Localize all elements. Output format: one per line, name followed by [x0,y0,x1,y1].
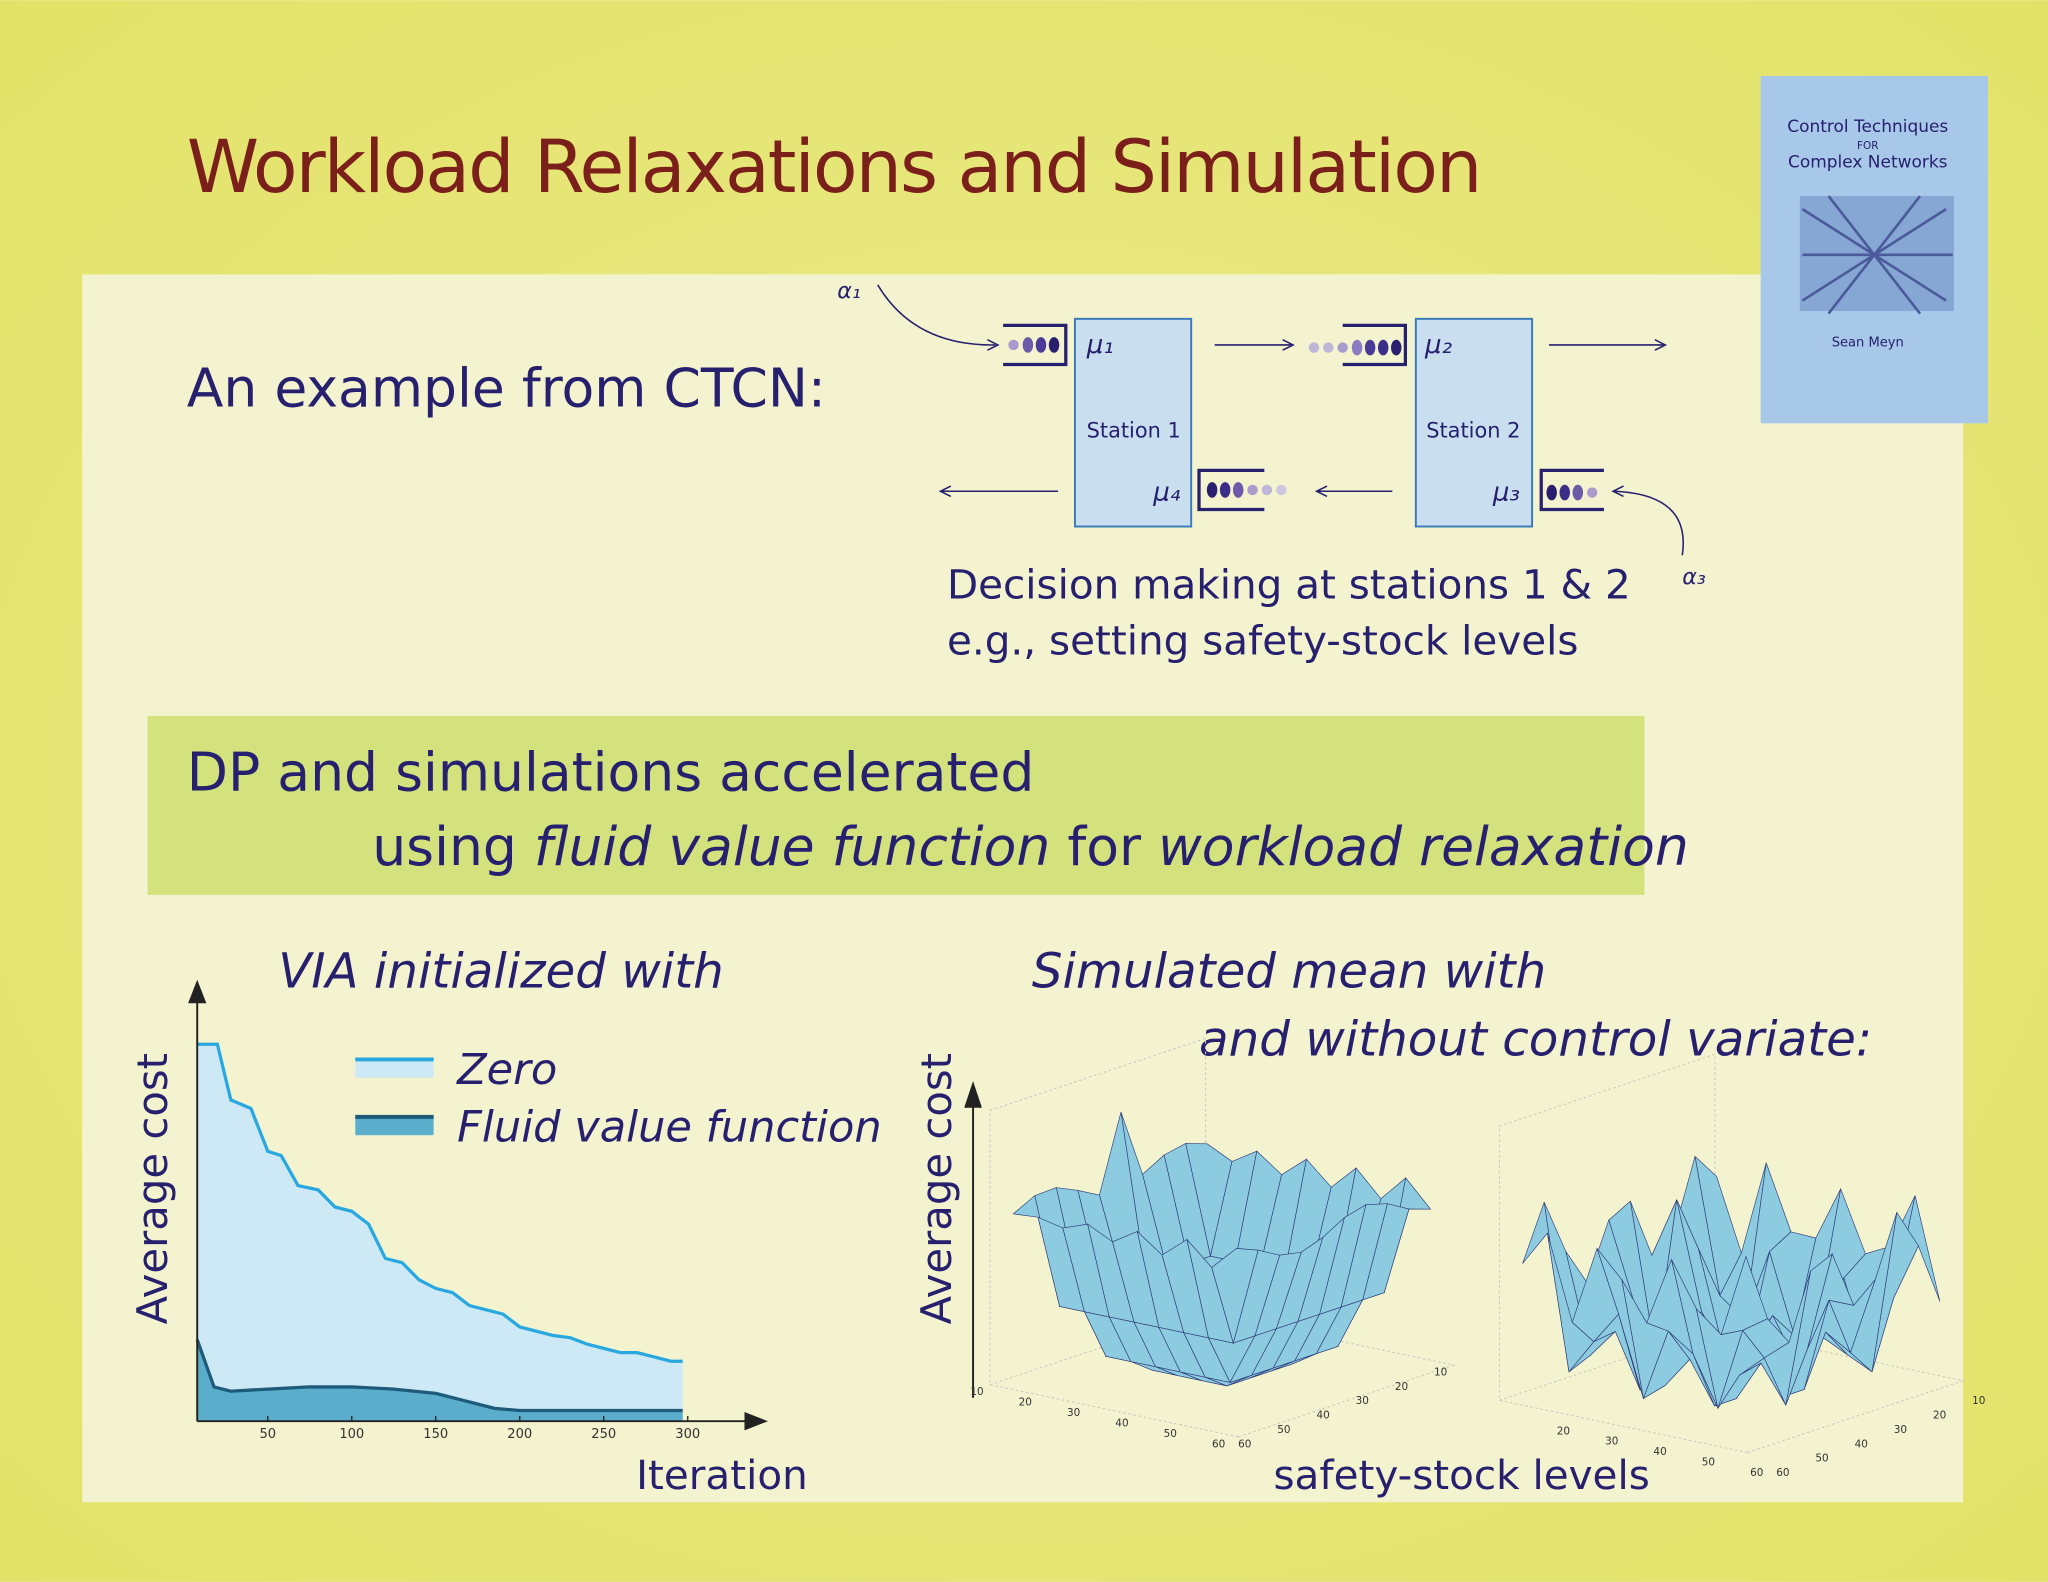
x-tick-label: 300 [675,1427,700,1442]
tick-label: 10 [1434,1366,1447,1378]
tick-label: 50 [1164,1428,1177,1440]
surface-facet [1211,1248,1259,1345]
book-title-for: FOR [1857,140,1878,152]
axis-arrow [964,1081,982,1398]
surface-plots: 10 20 30 40 50 60 60 50 40 30 20 10 20 30 40 50 60 60 50 40… [970,1037,1985,1479]
area-line [195,1339,683,1413]
text-run: for [1050,815,1158,878]
legend-swatch [355,1059,434,1078]
book-author: Sean Meyn [1832,335,1904,350]
rate-label: μ₄ [1152,477,1181,507]
x-tick-label: 100 [339,1427,364,1442]
arrival-label: α₁ [837,278,861,304]
tick-label: 50 [1815,1453,1828,1465]
x-axis-label: safety-stock levels [1273,1451,1649,1499]
tick-label: 40 [1115,1417,1128,1429]
area-fill [197,1044,683,1422]
tick-label: 20 [1395,1381,1408,1393]
tick-label: 30 [1894,1424,1907,1436]
tick-label: 40 [1653,1446,1666,1458]
intro-text: An example from CTCN: [187,356,826,419]
rate-label: μ₂ [1424,330,1453,360]
x-tick-label: 250 [591,1427,616,1442]
area-chart: Zero Fluid value function 50 100 150 200 250 30… [188,979,882,1442]
area-line [197,1042,683,1363]
x-tick-label: 50 [259,1427,276,1442]
tick-label: 20 [1557,1425,1570,1437]
tick-label: 30 [1356,1395,1369,1407]
y-axis-label: Average cost [128,1053,177,1325]
legend-swatch [355,1116,434,1136]
tick-label: 40 [1316,1410,1329,1422]
arrival-label: α₃ [1682,564,1706,590]
queue-jobs [1008,337,1598,501]
axes [196,995,761,1423]
y-axis-label: Average cost [912,1053,961,1325]
network-diagram [877,284,1684,556]
text-run: workload relaxation [1158,815,1689,878]
station-label: Station 1 [1087,419,1181,443]
rate-label: μ₃ [1492,477,1520,507]
tick-label: 20 [1933,1410,1946,1422]
tick-label: 60 [1750,1467,1763,1479]
highlight-box [147,715,1645,895]
tick-label: 60 [1212,1438,1225,1450]
text-run: using [372,815,534,878]
slide-title: Workload Relaxations and Simulation [187,125,1481,210]
book-title: Complex Networks [1788,152,1948,172]
tick-label: 60 [1776,1467,1789,1479]
caption-text: Decision making at stations 1 & 2 [947,560,1631,608]
legend-label: Fluid value function [457,1103,882,1153]
x-axis-label: Iteration [636,1451,808,1499]
tick-label: 40 [1855,1438,1868,1450]
surface-facet [1720,1255,1768,1336]
tick-label: 30 [1067,1407,1080,1419]
sim-title: and without control variate: [1199,1011,1872,1067]
tick-label: 10 [1972,1395,1985,1407]
book-title: Control Techniques [1787,117,1948,137]
legend-label: Zero [456,1045,557,1095]
rate-label: μ₁ [1086,330,1114,360]
caption-text: e.g., setting safety-stock levels [947,617,1579,665]
x-tick-label: 200 [507,1427,532,1442]
x-tick-label: 150 [423,1427,448,1442]
tick-label: 20 [1019,1397,1032,1409]
area-fill [197,1339,683,1422]
highlight-text: using fluid value function for workload … [372,815,1689,878]
station-label: Station 2 [1426,419,1520,443]
chart-title: VIA initialized with [278,944,724,1000]
highlight-text: DP and simulations accelerated [187,740,1035,803]
tick-label: 30 [1605,1436,1618,1448]
book-cover: Control Techniques FOR Complex Networks … [1760,75,1988,424]
text-run: fluid value function [534,815,1050,878]
tick-label: 50 [1277,1424,1290,1436]
sim-title: Simulated mean with [1032,944,1546,1000]
tick-label: 60 [1238,1438,1251,1450]
tick-label: 10 [970,1386,983,1398]
tick-label: 50 [1702,1457,1715,1469]
